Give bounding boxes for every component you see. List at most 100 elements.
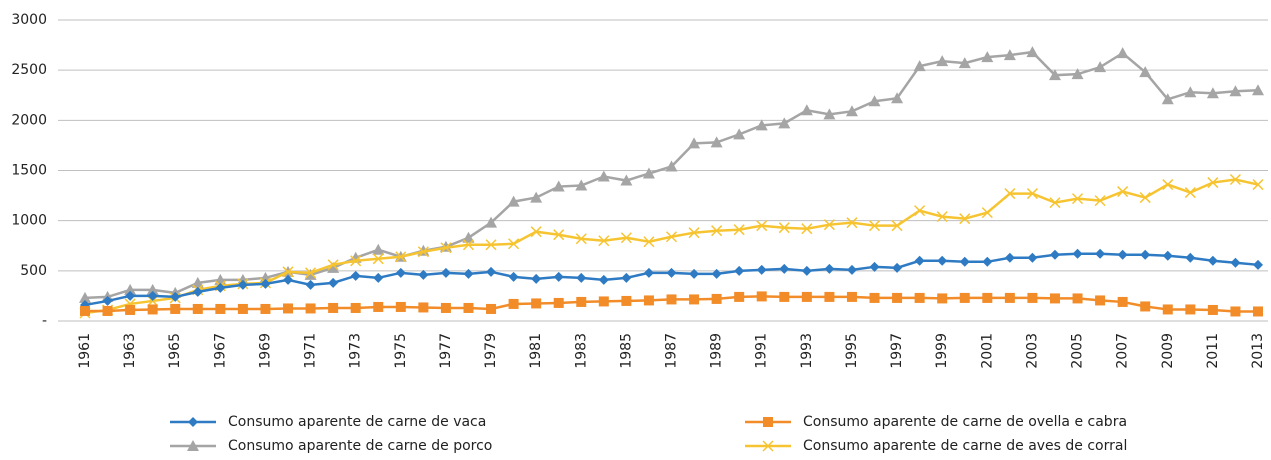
marker xyxy=(372,253,384,265)
marker xyxy=(102,305,113,316)
x-tick-label: 2009 xyxy=(1160,333,1176,369)
marker xyxy=(575,233,587,245)
marker xyxy=(1027,252,1038,263)
marker xyxy=(711,293,722,304)
marker xyxy=(665,160,678,172)
marker xyxy=(914,255,925,266)
marker xyxy=(124,283,137,295)
x-tick-label: 1991 xyxy=(754,333,770,369)
marker xyxy=(508,238,520,250)
marker xyxy=(982,256,993,267)
marker xyxy=(756,291,767,302)
marker xyxy=(1026,46,1039,58)
marker xyxy=(869,261,880,272)
marker xyxy=(395,301,406,312)
marker xyxy=(711,268,722,279)
legend-item: Consumo aparente de carne de ovella e ca… xyxy=(745,414,1127,430)
marker xyxy=(531,298,542,309)
marker xyxy=(305,303,316,314)
x-tick-label: 1973 xyxy=(348,333,364,369)
marker xyxy=(1162,179,1174,191)
marker xyxy=(305,279,316,290)
marker xyxy=(125,290,136,301)
marker xyxy=(734,265,745,276)
marker xyxy=(642,167,655,179)
marker xyxy=(1252,84,1264,96)
marker xyxy=(486,303,497,314)
marker xyxy=(1027,292,1038,303)
marker xyxy=(418,302,429,313)
marker xyxy=(237,279,248,290)
marker xyxy=(598,274,609,285)
y-tick-label: 2500 xyxy=(11,62,47,78)
marker xyxy=(372,243,385,255)
marker xyxy=(283,274,294,285)
marker xyxy=(689,294,700,305)
marker xyxy=(778,222,790,234)
y-tick-label: 2000 xyxy=(11,112,47,128)
marker xyxy=(576,296,587,307)
marker xyxy=(1116,47,1129,59)
marker xyxy=(1048,69,1061,81)
marker xyxy=(762,440,774,452)
marker xyxy=(778,117,791,129)
marker xyxy=(959,213,971,225)
marker xyxy=(620,232,632,244)
marker xyxy=(710,136,723,148)
marker xyxy=(80,305,90,316)
marker xyxy=(1207,304,1218,315)
x-tick-label: 1985 xyxy=(618,333,634,369)
marker xyxy=(350,270,361,281)
marker xyxy=(260,303,271,314)
marker xyxy=(801,265,812,276)
marker xyxy=(666,267,677,278)
marker xyxy=(1003,49,1016,61)
marker xyxy=(869,292,880,303)
marker xyxy=(1049,249,1060,260)
legend-item: Consumo aparente de carne de vaca xyxy=(170,414,486,430)
marker xyxy=(598,296,609,307)
marker xyxy=(598,235,610,247)
marker xyxy=(350,302,361,313)
x-tick-label: 2005 xyxy=(1070,333,1086,369)
marker xyxy=(552,180,565,192)
marker xyxy=(800,104,813,116)
legend-item: Consumo aparente de carne de porco xyxy=(170,438,492,454)
marker xyxy=(192,286,203,297)
marker xyxy=(1207,255,1218,266)
marker xyxy=(846,291,857,302)
series xyxy=(80,248,1263,310)
marker xyxy=(936,211,948,223)
marker xyxy=(485,216,498,228)
x-tick-label: 1997 xyxy=(889,333,905,369)
marker xyxy=(936,55,949,67)
marker xyxy=(643,267,654,278)
marker xyxy=(147,290,158,301)
marker xyxy=(1252,179,1264,191)
marker xyxy=(1117,296,1128,307)
marker xyxy=(188,417,198,427)
marker xyxy=(170,291,181,302)
marker xyxy=(733,224,745,236)
x-tick-label: 1999 xyxy=(934,333,950,369)
x-tick-label: 2007 xyxy=(1115,333,1131,369)
marker xyxy=(959,292,970,303)
marker xyxy=(846,264,857,275)
marker xyxy=(892,292,903,303)
marker xyxy=(125,304,136,315)
marker xyxy=(147,295,159,307)
marker xyxy=(305,267,317,279)
marker xyxy=(801,291,812,302)
marker xyxy=(215,303,226,314)
marker xyxy=(395,267,406,278)
marker xyxy=(1117,249,1128,260)
marker xyxy=(665,231,678,243)
marker xyxy=(846,217,858,229)
marker xyxy=(1229,173,1241,186)
marker xyxy=(1140,249,1151,260)
x-tick-label: 1989 xyxy=(709,333,725,369)
marker xyxy=(959,256,970,267)
marker xyxy=(440,302,451,313)
marker xyxy=(756,264,767,275)
marker xyxy=(1207,177,1219,189)
